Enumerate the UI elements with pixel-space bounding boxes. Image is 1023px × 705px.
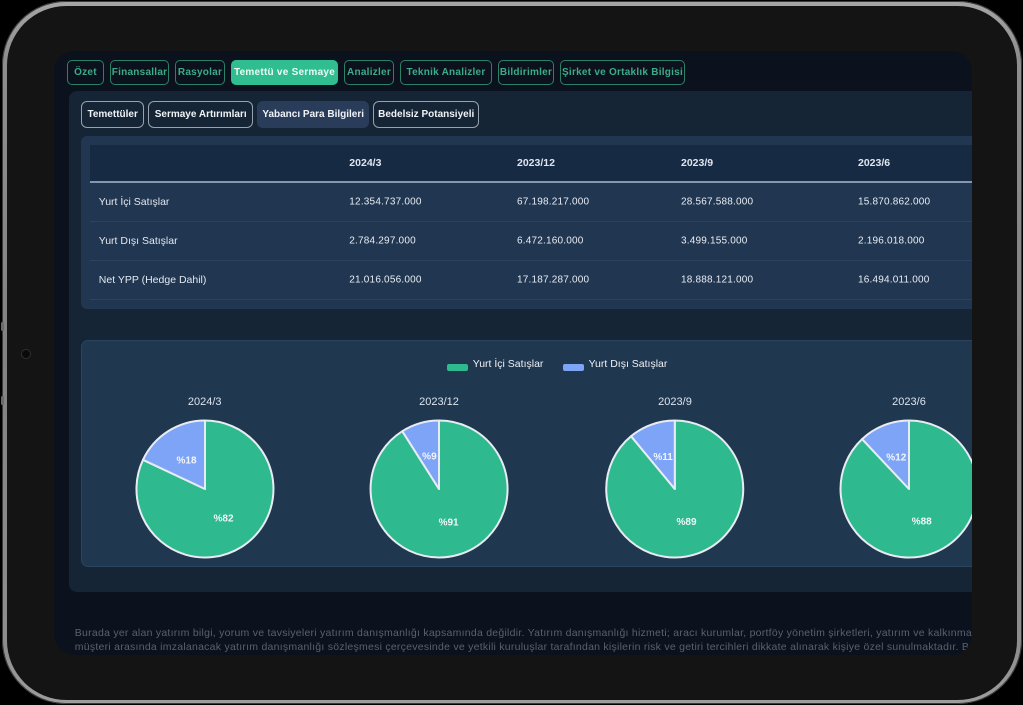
svg-text:%89: %89: [676, 517, 696, 528]
svg-text:%9: %9: [422, 451, 437, 462]
svg-text:%12: %12: [886, 452, 906, 463]
svg-text:%11: %11: [653, 452, 673, 463]
svg-text:%91: %91: [439, 518, 459, 529]
svg-text:%18: %18: [176, 455, 196, 466]
svg-text:%88: %88: [912, 517, 932, 528]
svg-text:%82: %82: [213, 514, 233, 525]
